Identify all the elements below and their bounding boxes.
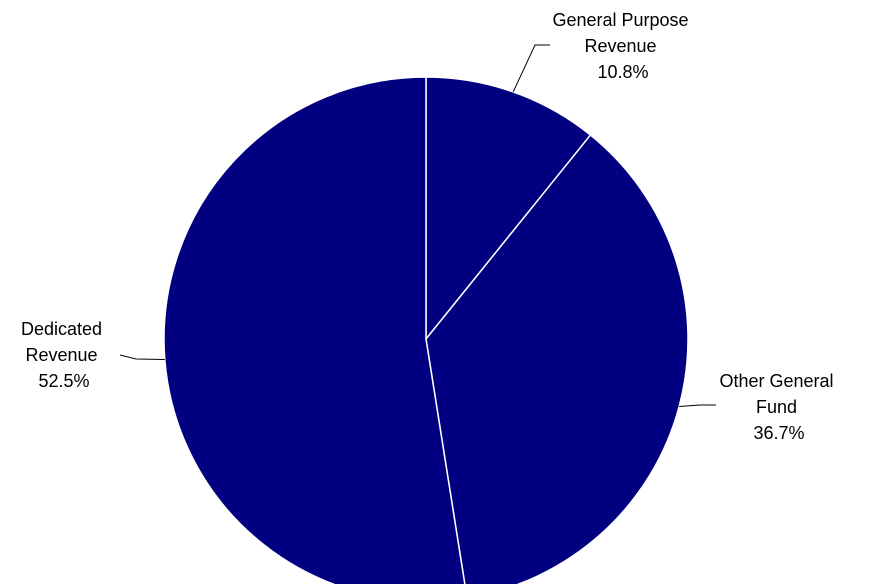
leader-dedicated-revenue (119, 354, 165, 361)
label-other-general-fund-line1: Other General (719, 371, 833, 391)
label-general-purpose-revenue-line1: General Purpose (552, 10, 688, 30)
label-general-purpose-revenue-value: 10.8% (597, 62, 648, 82)
slice-labels: General Purpose Revenue 10.8% Other Gene… (21, 10, 838, 443)
label-dedicated-revenue: Dedicated Revenue 52.5% (21, 319, 107, 391)
label-dedicated-revenue-value: 52.5% (38, 371, 89, 391)
leader-lines (119, 44, 716, 408)
label-other-general-fund-line2: Fund (756, 397, 797, 417)
leader-other-general-fund (679, 404, 716, 408)
label-dedicated-revenue-line2: Revenue (25, 345, 97, 365)
label-dedicated-revenue-line1: Dedicated (21, 319, 102, 339)
label-other-general-fund-value: 36.7% (753, 423, 804, 443)
slice-other-general-fund (425, 133, 689, 584)
slice-dedicated-revenue (163, 76, 466, 584)
label-general-purpose-revenue-line2: Revenue (584, 36, 656, 56)
leader-general-purpose-revenue (512, 44, 550, 93)
label-other-general-fund: Other General Fund 36.7% (719, 371, 838, 443)
slice-general-purpose-revenue (425, 76, 592, 342)
label-general-purpose-revenue: General Purpose Revenue 10.8% (552, 10, 693, 82)
pie-slices (163, 76, 689, 584)
